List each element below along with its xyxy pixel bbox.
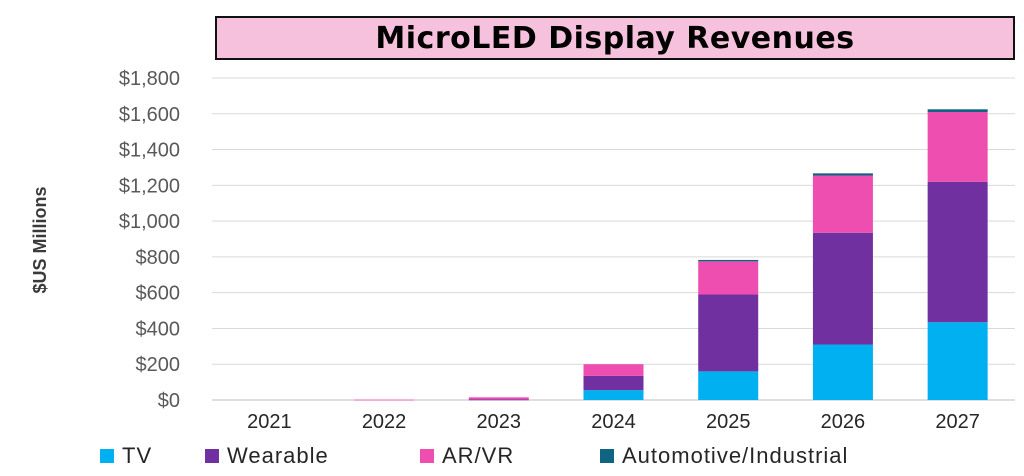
y-tick-label: $800: [136, 247, 181, 269]
x-tick-label: 2023: [477, 411, 522, 433]
chart-title-box: MicroLED Display Revenues: [215, 16, 1015, 60]
bar-automotive-industrial-2025: [698, 259, 759, 262]
y-tick-label: $1,600: [119, 104, 180, 126]
bar-ar-vr-2023: [468, 397, 529, 400]
legend-item: Wearable: [205, 443, 329, 468]
x-tick-label: 2022: [362, 411, 407, 433]
y-tick-label: $1,800: [119, 68, 180, 90]
bar-automotive-industrial-2027: [927, 109, 988, 112]
y-axis: $0 $200 $400 $600 $800 $1,000 $1,200 $1,400 $1,6…: [119, 68, 180, 412]
bar-wearable-2026: [812, 232, 873, 345]
legend-swatch: [205, 449, 219, 463]
bar-wearable-2024: [583, 375, 644, 391]
y-tick-label: $600: [136, 283, 181, 305]
y-tick-label: $0: [158, 390, 180, 412]
legend-label: AR/VR: [442, 443, 514, 468]
y-tick-label: $400: [136, 318, 181, 340]
y-tick-label: $1,200: [119, 175, 180, 197]
legend-swatch: [100, 449, 114, 463]
legend-label: TV: [122, 443, 152, 468]
bar-wearable-2025: [698, 294, 759, 372]
bar-ar-vr-2027: [927, 111, 988, 182]
x-tick-label: 2025: [706, 411, 751, 433]
bars: [354, 109, 988, 401]
y-tick-label: $200: [136, 354, 181, 376]
legend-label: Automotive/Industrial: [622, 443, 848, 468]
x-tick-label: 2027: [935, 411, 980, 433]
legend-swatch: [600, 449, 614, 463]
y-tick-label: $1,000: [119, 211, 180, 233]
bar-automotive-industrial-2026: [812, 173, 873, 176]
x-tick-label: 2021: [247, 411, 292, 433]
legend-item: AR/VR: [420, 443, 514, 468]
legend-label: Wearable: [227, 443, 329, 468]
chart-title: MicroLED Display Revenues: [375, 20, 855, 56]
bar-tv-2025: [698, 371, 759, 400]
bar-ar-vr-2025: [698, 261, 759, 295]
x-tick-label: 2024: [591, 411, 636, 433]
y-tick-label: $1,400: [119, 140, 180, 162]
x-axis: 2021 2022 2023 2024 2025 2026 2027: [247, 411, 980, 433]
bar-ar-vr-2024: [583, 364, 644, 376]
bar-wearable-2027: [927, 181, 988, 323]
bar-tv-2024: [583, 390, 644, 400]
bar-tv-2026: [812, 344, 873, 400]
gridlines: [212, 77, 1015, 401]
bar-tv-2027: [927, 322, 988, 400]
legend-swatch: [420, 449, 434, 463]
x-tick-label: 2026: [821, 411, 866, 433]
legend-item: TV: [100, 443, 152, 468]
y-axis-label: $US Millions: [30, 186, 50, 293]
legend: TV Wearable AR/VR Automotive/Industrial: [100, 443, 848, 468]
legend-item: Automotive/Industrial: [600, 443, 848, 468]
bar-ar-vr-2022: [354, 399, 415, 401]
bar-ar-vr-2026: [812, 175, 873, 233]
bar-wearable-2023: [468, 399, 529, 401]
